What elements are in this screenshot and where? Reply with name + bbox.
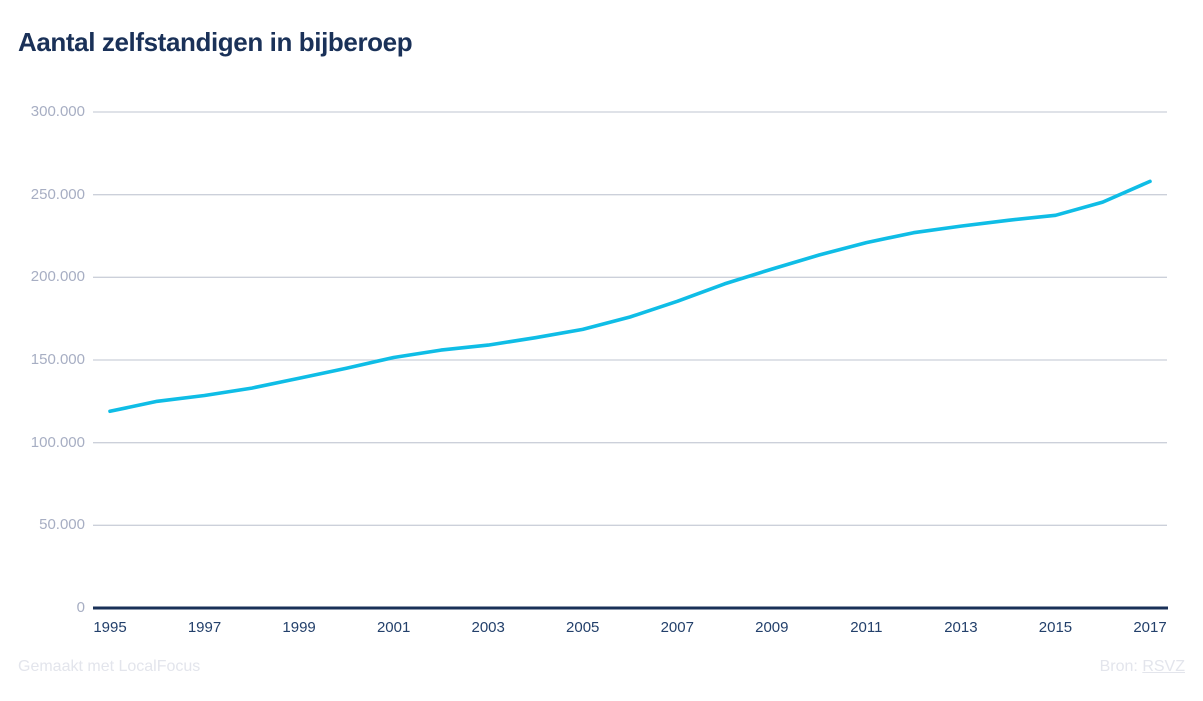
y-axis-tick-label: 150.000: [30, 351, 85, 368]
x-axis-tick-label: 2015: [1038, 619, 1073, 636]
source-text: Bron: RSVZ: [1100, 658, 1185, 676]
y-axis-tick-label: 0: [76, 599, 85, 616]
y-axis-tick-label: 50.000: [39, 516, 85, 534]
x-axis-tick-label: 2013: [944, 619, 978, 636]
x-axis-tick-label: 1997: [187, 619, 222, 636]
x-axis-tick-label: 2001: [376, 619, 411, 636]
y-axis-tick-label: 200.000: [30, 268, 85, 286]
source-link[interactable]: RSVZ: [1142, 658, 1185, 675]
x-axis-tick-label: 1995: [93, 619, 127, 636]
y-axis-tick-label: 100.000: [30, 433, 85, 451]
y-axis-tick-label: 250.000: [30, 185, 85, 203]
x-axis-tick-label: 2005: [566, 619, 600, 636]
x-axis-tick-label: 2011: [850, 619, 883, 636]
x-axis-tick-label: 2009: [755, 619, 789, 636]
x-axis-tick-label: 2007: [660, 619, 694, 636]
y-axis-tick-label: 300.000: [30, 103, 85, 120]
x-axis-tick-label: 1999: [282, 619, 316, 636]
source-label: Bron:: [1099, 658, 1138, 675]
credit-text: Gemaakt met LocalFocus: [18, 658, 201, 675]
data-line: [108, 179, 1152, 414]
chart-title: Aantal zelfstandigen in bijberoep: [18, 27, 413, 57]
x-axis-tick-label: 2017: [1133, 619, 1167, 636]
x-axis-tick-label: 2003: [471, 619, 505, 636]
